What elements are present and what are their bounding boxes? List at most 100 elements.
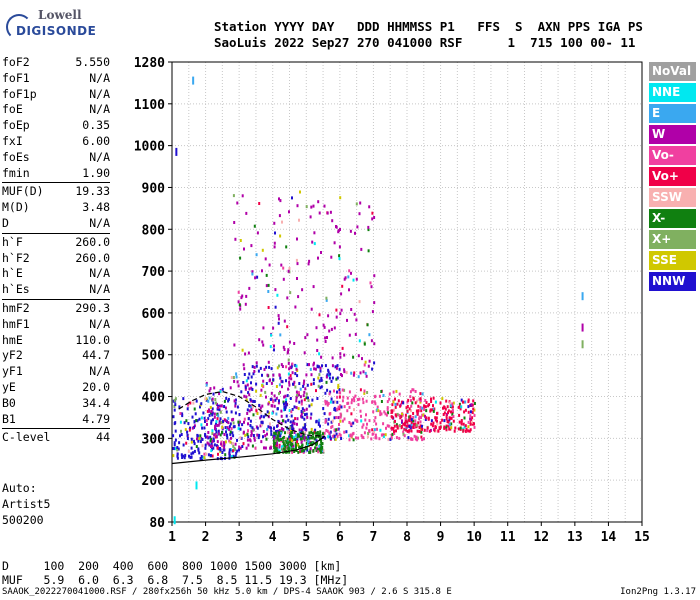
echo-point <box>418 415 421 419</box>
echo-point-isolated <box>581 340 584 349</box>
param-value: 5.550 <box>75 55 110 69</box>
echo-point <box>260 420 263 424</box>
echo-point <box>271 404 274 408</box>
echo-point <box>445 428 448 432</box>
echo-point <box>264 390 267 394</box>
echo-point <box>365 413 367 417</box>
echo-point <box>239 256 242 260</box>
echo-point <box>470 403 473 407</box>
echo-point <box>290 439 293 443</box>
echo-point <box>258 338 261 342</box>
echo-point <box>291 362 294 366</box>
echo-point <box>392 400 395 404</box>
echo-point <box>423 408 426 411</box>
echo-point <box>435 416 438 420</box>
echo-point <box>452 401 455 405</box>
echo-point <box>237 427 240 431</box>
echo-point <box>285 245 288 249</box>
echo-point <box>294 417 297 421</box>
echo-point <box>178 405 181 409</box>
echo-point <box>319 443 322 447</box>
echo-point <box>406 420 409 424</box>
echo-point <box>395 414 398 418</box>
echo-point <box>410 409 412 413</box>
echo-point <box>251 270 254 274</box>
echo-point <box>176 456 179 460</box>
echo-point <box>209 454 212 457</box>
echo-point <box>407 398 410 402</box>
echo-point <box>282 442 285 446</box>
echo-point <box>419 399 422 403</box>
echo-point <box>210 421 213 425</box>
echo-point <box>386 424 389 428</box>
echo-point <box>290 442 293 446</box>
echo-point <box>324 391 327 395</box>
echo-point <box>185 441 188 445</box>
echo-point <box>281 380 284 384</box>
param-name: B0 <box>2 395 16 410</box>
echo-point <box>391 432 394 436</box>
echo-point <box>332 400 335 404</box>
param-value: 260.0 <box>75 250 110 265</box>
echo-point <box>296 374 299 378</box>
echo-point <box>327 417 330 421</box>
echo-point <box>206 441 209 445</box>
echo-point <box>453 429 456 433</box>
echo-point <box>201 455 204 459</box>
echo-point <box>173 441 176 445</box>
echo-point <box>221 451 224 454</box>
echo-point <box>403 423 406 427</box>
echo-point <box>226 420 228 424</box>
echo-point <box>275 447 278 451</box>
echo-point <box>428 429 431 433</box>
echo-point <box>210 441 213 445</box>
echo-point <box>314 428 317 432</box>
echo-point <box>411 401 414 405</box>
echo-point <box>214 398 217 401</box>
echo-point <box>293 436 296 440</box>
echo-point <box>329 435 332 439</box>
echo-point <box>473 425 476 429</box>
echo-point <box>400 425 403 428</box>
echo-point <box>300 402 303 406</box>
echo-point <box>292 438 295 442</box>
echo-point <box>356 398 359 402</box>
echo-point <box>469 410 472 414</box>
echo-point <box>371 310 374 314</box>
echo-point <box>452 415 455 418</box>
echo-point <box>205 419 208 422</box>
echo-point <box>333 326 336 330</box>
echo-point <box>339 228 341 231</box>
echo-point <box>299 434 302 438</box>
echo-point <box>212 446 215 450</box>
echo-point <box>418 430 421 433</box>
echo-point <box>250 408 253 412</box>
param-row: D N/A <box>2 216 110 232</box>
echo-point <box>283 405 286 409</box>
echo-point <box>443 411 446 415</box>
echo-point <box>221 444 224 448</box>
echo-point <box>303 417 306 421</box>
echo-point <box>310 427 313 431</box>
echo-point <box>235 451 238 455</box>
echo-point <box>174 447 177 451</box>
echo-point <box>391 416 394 420</box>
echo-point <box>330 255 333 259</box>
echo-point <box>193 425 195 429</box>
echo-point <box>255 389 258 393</box>
x-tick-label: 6 <box>336 530 344 545</box>
echo-point <box>266 410 269 414</box>
echo-point <box>267 306 270 309</box>
param-value: N/A <box>89 316 110 331</box>
echo-point <box>273 344 275 348</box>
echo-point <box>382 422 385 426</box>
echo-point <box>215 401 217 405</box>
echo-point <box>210 410 213 413</box>
echo-point <box>373 430 375 433</box>
echo-point <box>470 420 473 424</box>
x-tick-label: 14 <box>601 530 617 545</box>
echo-point <box>275 412 278 416</box>
echo-point <box>472 407 475 411</box>
echo-point <box>324 340 327 343</box>
echo-point <box>412 396 415 400</box>
